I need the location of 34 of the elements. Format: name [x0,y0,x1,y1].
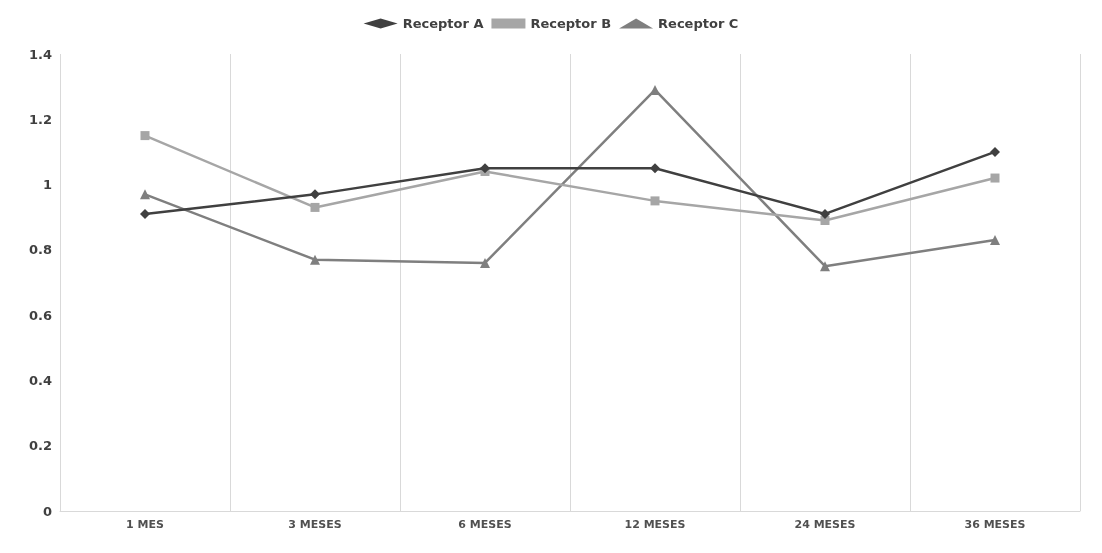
point [310,189,320,200]
point [820,208,830,219]
point [650,84,660,95]
point [310,202,320,212]
y-tick-label: 0.2 [28,438,52,454]
point [480,257,490,268]
point [650,196,660,206]
x-tick-label: 1 MES [126,518,165,531]
legend-label: Receptor A [402,16,484,31]
x-tick-label: 24 MESES [794,518,856,531]
y-tick-label: 1.4 [28,46,52,62]
y-tick-label: 1 [42,177,52,193]
point [990,146,1000,157]
point [990,235,1000,246]
y-tick-label: 1.2 [28,111,52,127]
x-tick-label: 36 MESES [964,518,1026,531]
point [140,189,150,200]
x-tick-label: 12 MESES [624,518,686,531]
y-tick-label: 0.8 [28,242,52,258]
y-tick-label: 0.6 [28,307,52,323]
point [990,173,1000,183]
y-tick-label: 0 [42,503,52,519]
x-tick-label: 6 MESES [458,518,512,531]
point [820,215,830,225]
legend-label: Receptor C [658,16,739,31]
point [480,163,490,174]
x-tick-label: 3 MESES [288,518,342,531]
point [650,163,660,174]
legend-label: Receptor B [530,16,612,31]
point [310,254,320,265]
point [820,261,830,272]
y-tick-label: 0.4 [28,372,52,388]
point [140,208,150,219]
point [140,131,150,141]
